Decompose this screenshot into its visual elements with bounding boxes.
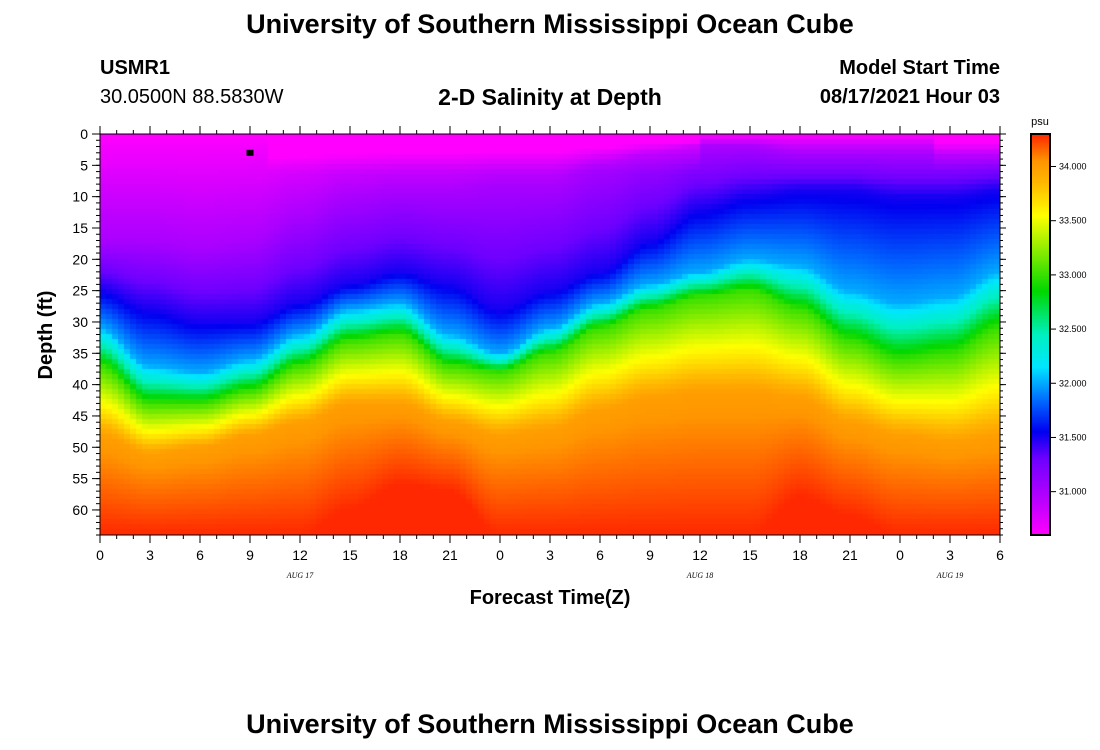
x-axis: 0 3 6 9 12 15 18 21 0 3 6 9 12 15 18 21 0 3 6	[96, 126, 1004, 563]
heatmap-area	[100, 134, 1000, 535]
colorbar-tick-label: 32.000	[1059, 378, 1087, 388]
x-tick-label: 6	[196, 547, 204, 563]
x-tick-label: 6	[596, 547, 604, 563]
y-tick-label: 30	[72, 314, 88, 330]
day-labels: AUG 17 AUG 18 AUG 19	[286, 571, 963, 580]
data-marker	[246, 149, 254, 156]
y-tick-label: 15	[72, 220, 88, 236]
y-tick-label: 10	[72, 189, 88, 205]
colorbar-tick-label: 31.000	[1059, 487, 1087, 497]
y-axis-title: Depth (ft)	[35, 291, 57, 380]
day-label: AUG 17	[286, 571, 314, 580]
x-tick-label: 0	[896, 547, 904, 563]
x-tick-label: 15	[742, 547, 758, 563]
colorbar-frame	[1030, 133, 1051, 536]
day-label: AUG 19	[936, 571, 963, 580]
x-tick-label: 9	[646, 547, 654, 563]
day-label: AUG 18	[686, 571, 713, 580]
x-tick-label: 6	[996, 547, 1004, 563]
x-tick-label: 15	[342, 547, 358, 563]
heatmap-canvas	[100, 134, 1000, 535]
y-tick-label: 55	[72, 471, 88, 487]
y-tick-label: 20	[72, 251, 88, 267]
station-id: USMR1	[100, 57, 171, 79]
x-tick-label: 21	[842, 547, 858, 563]
footer-title: University of Southern Mississippi Ocean…	[246, 709, 854, 739]
y-tick-label: 50	[72, 439, 88, 455]
colorbar-area	[1031, 134, 1050, 535]
x-axis-title: Forecast Time(Z)	[470, 587, 631, 609]
x-tick-label: 0	[496, 547, 504, 563]
station-location: 30.0500N 88.5830W	[100, 86, 284, 108]
x-tick-label: 3	[146, 547, 154, 563]
y-axis: 0 5 10 15 20 25 30 35 40 45 50 55 60	[72, 126, 1006, 536]
colorbar-canvas	[1031, 134, 1050, 535]
x-tick-label: 0	[96, 547, 104, 563]
colorbar-tick-label: 33.500	[1059, 216, 1087, 226]
x-tick-label: 3	[546, 547, 554, 563]
colorbar-tick-label: 34.000	[1059, 162, 1087, 172]
x-tick-label: 12	[292, 547, 308, 563]
model-start-time: 08/17/2021 Hour 03	[819, 86, 1000, 108]
colorbar-tick-label: 32.500	[1059, 324, 1087, 334]
model-start-label: Model Start Time	[839, 57, 1000, 79]
x-tick-label: 18	[792, 547, 808, 563]
y-tick-label: 45	[72, 408, 88, 424]
colorbar-ticks: 31.000 31.500 32.000 32.500 33.000 33.500 34.0…	[1050, 162, 1087, 497]
page-title: University of Southern Mississippi Ocean…	[246, 9, 854, 39]
y-tick-label: 25	[72, 283, 88, 299]
plot-title: 2-D Salinity at Depth	[438, 84, 662, 110]
y-tick-label: 60	[72, 502, 88, 518]
colorbar-tick-label: 33.000	[1059, 270, 1087, 280]
y-tick-label: 40	[72, 377, 88, 393]
x-tick-label: 12	[692, 547, 708, 563]
colorbar-tick-label: 31.500	[1059, 432, 1087, 442]
x-tick-label: 21	[442, 547, 458, 563]
x-tick-label: 3	[946, 547, 954, 563]
y-tick-label: 35	[72, 345, 88, 361]
x-tick-label: 18	[392, 547, 408, 563]
y-tick-label: 5	[80, 157, 88, 173]
colorbar-unit: psu	[1031, 116, 1049, 128]
y-tick-label: 0	[80, 126, 88, 142]
x-tick-label: 9	[246, 547, 254, 563]
